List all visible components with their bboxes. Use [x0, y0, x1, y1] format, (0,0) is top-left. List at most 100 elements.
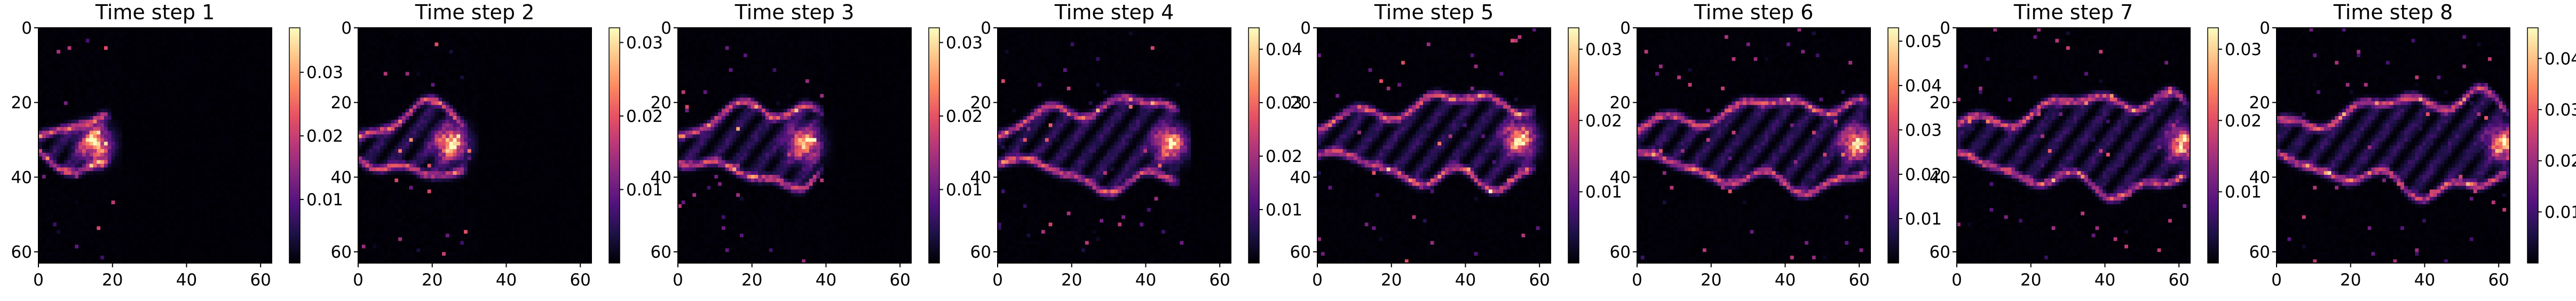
heatmap-cell	[108, 32, 112, 35]
heatmap-cell	[152, 35, 155, 39]
heatmap-cell	[188, 46, 192, 50]
heatmap-cell	[126, 32, 130, 35]
heatmap-cell	[192, 39, 195, 43]
heatmap-cell	[118, 46, 122, 50]
heatmap-cell	[38, 46, 42, 50]
heatmap-cell	[60, 53, 64, 57]
heatmap-cell	[199, 43, 202, 47]
heatmap-cell	[162, 46, 166, 50]
heatmap-cell	[235, 32, 239, 35]
heatmap-cell	[140, 46, 144, 50]
heatmap-cell	[264, 43, 268, 47]
heatmap-cell	[148, 43, 152, 47]
heatmap-cell	[155, 39, 159, 43]
heatmap-cell	[93, 50, 97, 53]
heatmap-cell	[68, 32, 72, 35]
heatmap-cell	[46, 39, 50, 43]
heatmap-cell	[239, 35, 243, 39]
heatmap-cell	[64, 39, 68, 43]
heatmap-cell	[122, 53, 126, 57]
heatmap-cell	[214, 28, 217, 32]
heatmap-cell	[195, 35, 199, 39]
heatmap-cell	[180, 35, 184, 39]
heatmap-cell	[115, 50, 118, 53]
heatmap-cell	[38, 32, 42, 35]
heatmap-cell	[155, 32, 159, 35]
heatmap-cell	[170, 46, 173, 50]
heatmap-cell	[122, 43, 126, 47]
heatmap-cell	[214, 53, 217, 57]
heatmap-cell	[170, 43, 173, 47]
heatmap-cell	[57, 43, 60, 47]
heatmap-cell	[214, 50, 217, 53]
heatmap-cell	[100, 28, 104, 32]
heatmap-cell	[75, 28, 78, 32]
heatmap-cell	[148, 46, 152, 50]
heatmap-cell	[257, 43, 261, 47]
heatmap-cell	[122, 46, 126, 50]
heatmap-cell	[177, 28, 180, 32]
heatmap-cell	[261, 43, 265, 47]
heatmap-cell	[220, 28, 224, 32]
heatmap-cell	[220, 53, 224, 57]
heatmap-cell	[86, 43, 90, 47]
heatmap-cell	[90, 39, 93, 43]
heatmap-cell	[250, 43, 254, 47]
heatmap-cell	[228, 39, 232, 43]
heatmap-cell	[239, 50, 243, 53]
heatmap-cell	[177, 32, 180, 35]
heatmap-cell	[232, 43, 235, 47]
heatmap-cell	[42, 50, 46, 53]
heatmap-cell	[108, 50, 112, 53]
heatmap-cell	[162, 35, 166, 39]
heatmap-cell	[86, 35, 90, 39]
heatmap-cell	[137, 53, 140, 57]
heatmap-cell	[112, 43, 115, 47]
heatmap-cell	[202, 46, 206, 50]
heatmap-cell	[112, 35, 115, 39]
heatmap-cell	[232, 35, 235, 39]
heatmap-cell	[57, 39, 60, 43]
heatmap-cell	[49, 32, 53, 35]
heatmap-cell	[257, 28, 261, 32]
heatmap-cell	[210, 35, 214, 39]
heatmap-cell	[133, 39, 137, 43]
heatmap-cell	[177, 43, 180, 47]
heatmap-cell	[60, 50, 64, 53]
heatmap-cell	[104, 46, 108, 50]
heatmap-cell	[228, 50, 232, 53]
heatmap-cell	[224, 39, 228, 43]
heatmap-cell	[177, 46, 180, 50]
heatmap-cell	[188, 53, 192, 57]
heatmap-cell	[38, 43, 42, 47]
heatmap-cell	[38, 35, 42, 39]
heatmap-cell	[78, 39, 82, 43]
heatmap-cell	[78, 53, 82, 57]
heatmap-cell	[188, 43, 192, 47]
heatmap-cell	[104, 35, 108, 39]
heatmap-cell	[239, 53, 243, 57]
heatmap-cell	[242, 35, 246, 39]
heatmap-cell	[214, 32, 217, 35]
heatmap-cell	[60, 35, 64, 39]
heatmap-cell	[264, 50, 268, 53]
heatmap-cell	[177, 39, 180, 43]
heatmap-cell	[75, 46, 78, 50]
heatmap-cell	[202, 53, 206, 57]
heatmap-cell	[140, 35, 144, 39]
heatmap-cell	[49, 28, 53, 32]
heatmap-cell	[90, 50, 93, 53]
heatmap-cell	[242, 32, 246, 35]
heatmap-cell	[239, 28, 243, 32]
heatmap-cell	[133, 35, 137, 39]
heatmap-cell	[192, 32, 195, 35]
heatmap-cell	[38, 50, 42, 53]
heatmap-cell	[115, 32, 118, 35]
heatmap-cell	[130, 32, 133, 35]
heatmap-cell	[199, 50, 202, 53]
heatmap-cell	[108, 39, 112, 43]
heatmap-cell	[188, 39, 192, 43]
heatmap-cell	[144, 28, 148, 32]
heatmap-cell	[144, 32, 148, 35]
